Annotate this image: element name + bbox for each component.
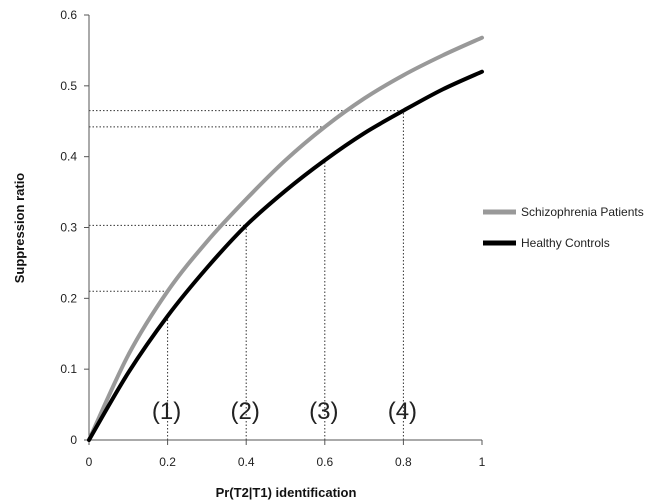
legend: Schizophrenia Patients Healthy Controls [483, 205, 644, 250]
reference-label: (1) [152, 398, 181, 425]
series-line-schizophrenia-patients [87, 35, 484, 442]
reference-guides [89, 110, 404, 440]
y-tick-label: 0.3 [60, 221, 77, 235]
x-tick-label: 0.2 [159, 455, 176, 469]
legend-label: Schizophrenia Patients [521, 205, 644, 219]
y-axis-title: Suppression ratio [12, 173, 27, 284]
x-tick-label: 0.4 [238, 455, 255, 469]
x-axis-title: Pr(T2|T1) identification [216, 485, 357, 500]
ticks: 0 0.1 0.2 0.3 0.4 0.5 0.6 0 0.2 0.4 0.6 0.8 1 [60, 8, 485, 469]
legend-label: Healthy Controls [521, 236, 610, 250]
y-tick-label: 0.4 [60, 150, 77, 164]
axes [88, 15, 482, 441]
reference-label: (4) [388, 398, 417, 425]
x-tick-label: 1 [479, 455, 486, 469]
y-tick-label: 0.5 [60, 79, 77, 93]
series-line-healthy-controls [87, 69, 484, 442]
reference-labels: (1) (2) (3) (4) [152, 398, 417, 425]
reference-label: (2) [231, 398, 260, 425]
y-tick-label: 0.6 [60, 8, 77, 22]
series-layer [87, 35, 484, 442]
y-tick-label: 0 [70, 433, 77, 447]
x-tick-label: 0.8 [395, 455, 412, 469]
x-tick-label: 0.6 [316, 455, 333, 469]
x-tick-label: 0 [86, 455, 93, 469]
reference-label: (3) [309, 398, 338, 425]
y-tick-label: 0.2 [60, 291, 77, 305]
y-tick-label: 0.1 [60, 362, 77, 376]
